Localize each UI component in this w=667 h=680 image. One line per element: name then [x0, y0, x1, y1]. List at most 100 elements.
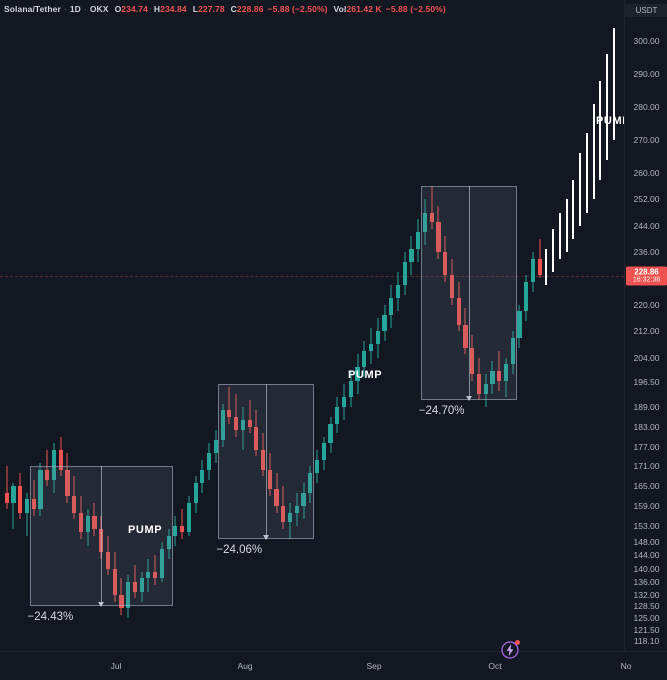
- candle: [234, 393, 239, 437]
- projected-bar-line: [599, 80, 602, 180]
- candle-body: [422, 212, 428, 233]
- projected-bar: [598, 80, 602, 180]
- candle: [476, 357, 482, 401]
- time-scale[interactable]: Jul Aug Sep Oct No: [0, 640, 667, 680]
- pump-label[interactable]: PUMP: [128, 524, 163, 536]
- exchange-label[interactable]: OKX: [89, 4, 109, 14]
- candle: [200, 459, 205, 493]
- candle-body: [517, 311, 522, 338]
- close-group: C228.86: [231, 4, 264, 14]
- measurement-box[interactable]: −24.70%: [419, 186, 517, 417]
- price-tick: 136.00: [633, 576, 660, 587]
- candle: [261, 433, 266, 477]
- chart-plot-area[interactable]: −24.43% −24.06% −24.70% PUMP PUMP PUMP: [0, 18, 624, 651]
- price-scale[interactable]: USDT 300.00 290.00 280.00 270.00 260.00 252.0…: [624, 0, 667, 651]
- candle-body: [220, 410, 225, 440]
- candle-body: [85, 515, 90, 533]
- candle: [4, 466, 9, 510]
- projected-bar-line: [606, 54, 609, 160]
- candle-body: [449, 275, 455, 299]
- low-group: L227.78: [193, 4, 225, 14]
- candle: [456, 281, 461, 332]
- candle-body: [524, 281, 529, 312]
- candle: [173, 515, 178, 546]
- candle: [348, 370, 353, 408]
- candle: [510, 331, 515, 375]
- candle-wick: [431, 186, 433, 229]
- candle-body: [11, 486, 16, 503]
- candle-body: [119, 594, 124, 609]
- candle: [382, 304, 387, 342]
- candle-body: [38, 469, 43, 510]
- time-tick: No: [620, 661, 632, 671]
- candle-body: [274, 489, 279, 506]
- time-tick: Sep: [366, 661, 382, 671]
- candle-body: [443, 252, 448, 276]
- volume-change: −5.88 (−2.50%): [385, 4, 446, 14]
- candle-body: [382, 314, 387, 332]
- candle-body: [193, 482, 198, 503]
- candle-body: [31, 499, 36, 510]
- candle: [65, 453, 70, 503]
- measurement-midline: [468, 186, 470, 401]
- projected-bar-line: [579, 153, 582, 226]
- candle: [105, 535, 111, 576]
- candle-body: [159, 548, 164, 579]
- projected-bar: [558, 212, 562, 259]
- candle: [537, 238, 542, 279]
- candle-wick: [46, 449, 48, 487]
- chart-legend[interactable]: Solana/Tether · 1D · OKX O234.74 H234.84…: [0, 0, 667, 18]
- candle-body: [537, 258, 542, 276]
- candle-body: [186, 502, 191, 533]
- volume-key: Vol: [333, 4, 347, 14]
- candle: [321, 436, 326, 470]
- candle: [220, 403, 225, 447]
- candle: [254, 410, 259, 457]
- candle: [402, 252, 407, 295]
- projected-bar-line: [545, 248, 548, 286]
- candle-body: [409, 248, 414, 262]
- pump-label[interactable]: PUMP: [348, 369, 383, 381]
- candle: [85, 509, 90, 546]
- candle-body: [213, 440, 218, 454]
- measurement-box[interactable]: −24.06%: [216, 383, 315, 556]
- candle-body: [375, 331, 380, 345]
- symbol-label[interactable]: Solana/Tether: [4, 4, 61, 14]
- candle: [18, 472, 23, 520]
- projected-bar: [544, 248, 548, 286]
- price-tick: 300.00: [633, 36, 660, 47]
- measurement-label: −24.70%: [418, 405, 465, 418]
- price-tick: 132.00: [633, 589, 660, 600]
- candle-body: [24, 499, 30, 513]
- candle: [159, 542, 164, 582]
- price-tick: 121.50: [633, 624, 660, 635]
- candle: [490, 360, 495, 394]
- candle: [281, 486, 286, 530]
- price-tick: 270.00: [633, 134, 660, 145]
- projected-bar: [612, 27, 616, 140]
- candle-body: [510, 337, 515, 365]
- measurement-arrow-icon: [263, 534, 270, 540]
- pump-label[interactable]: PUMP: [596, 115, 624, 127]
- timeframe-label[interactable]: 1D: [69, 4, 81, 14]
- candle-body: [456, 298, 461, 325]
- price-tick: 148.00: [633, 537, 660, 548]
- price-change: −5.88 (−2.50%): [267, 4, 328, 14]
- candle-body: [132, 581, 137, 592]
- price-tick: 260.00: [633, 167, 660, 178]
- candle-body: [301, 492, 306, 506]
- candle: [301, 482, 306, 520]
- candle: [368, 327, 374, 365]
- candle-body: [341, 397, 347, 408]
- candle-body: [328, 423, 333, 444]
- measurement-label: −24.43%: [27, 611, 74, 624]
- measurement-box[interactable]: −24.43%: [28, 466, 173, 623]
- projected-bar-line: [592, 103, 595, 200]
- candle-body: [503, 364, 509, 381]
- close-key: C: [230, 4, 237, 14]
- high-key: H: [153, 4, 161, 14]
- measurement-label: −24.06%: [216, 543, 263, 556]
- candle: [240, 407, 245, 450]
- candle-wick: [181, 509, 183, 539]
- lightning-bolt-icon[interactable]: [500, 640, 520, 660]
